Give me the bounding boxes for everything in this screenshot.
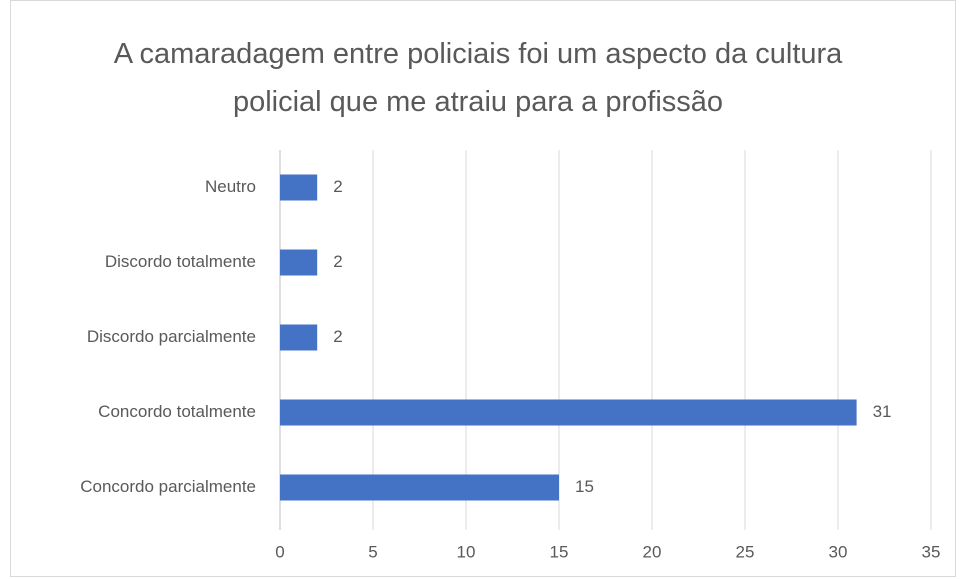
bar: [280, 249, 318, 276]
y-tick-label: Concordo parcialmente: [80, 477, 256, 496]
chart-frame: [10, 0, 956, 577]
bar: [280, 324, 318, 351]
x-tick-label: 35: [922, 542, 941, 561]
x-tick-label: 10: [457, 542, 476, 561]
y-tick-label: Neutro: [205, 177, 256, 196]
y-tick-label: Discordo parcialmente: [87, 327, 256, 346]
bar: [280, 399, 857, 426]
x-tick-label: 25: [736, 542, 755, 561]
x-tick-label: 0: [275, 542, 284, 561]
y-tick-label: Discordo totalmente: [105, 252, 256, 271]
data-label: 31: [873, 402, 892, 421]
bar: [280, 474, 559, 501]
data-label: 2: [333, 252, 342, 271]
x-tick-label: 30: [829, 542, 848, 561]
chart-title: A camaradagem entre policiais foi um asp…: [113, 38, 843, 118]
data-label: 2: [333, 177, 342, 196]
data-label: 2: [333, 327, 342, 346]
x-tick-label: 15: [550, 542, 569, 561]
bar: [280, 174, 318, 201]
data-label: 15: [575, 477, 594, 496]
x-tick-label: 5: [368, 542, 377, 561]
x-tick-label: 20: [643, 542, 662, 561]
y-tick-label: Concordo totalmente: [98, 402, 256, 421]
